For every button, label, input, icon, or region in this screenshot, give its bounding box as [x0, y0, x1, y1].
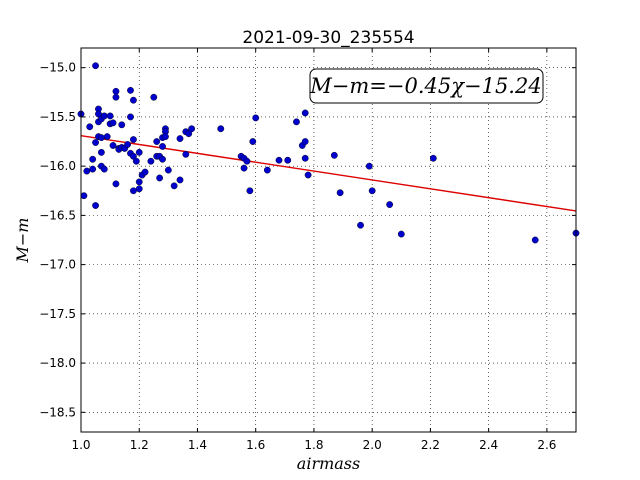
data-point — [429, 154, 437, 162]
data-point — [386, 201, 394, 208]
data-point — [263, 166, 271, 174]
data-point — [176, 176, 184, 184]
data-point — [252, 114, 260, 122]
data-point — [109, 142, 117, 149]
data-point — [240, 164, 248, 172]
data-point — [112, 180, 120, 188]
data-point — [162, 133, 169, 141]
data-point — [92, 139, 99, 146]
x-tick-label: 1.2 — [130, 438, 149, 452]
x-tick-label: 1.0 — [71, 438, 90, 452]
fit-equation-box: M−m=−0.45χ−15.24 — [309, 68, 544, 104]
data-point — [217, 125, 225, 133]
x-tick-label: 2.6 — [537, 438, 556, 452]
data-point — [97, 134, 105, 142]
data-point — [135, 148, 143, 156]
points-layer — [77, 62, 580, 244]
y-tick-label: −15.0 — [39, 61, 76, 75]
y-axis-label: M−m — [13, 218, 32, 264]
x-tick-label: 1.8 — [304, 438, 323, 452]
y-tick-label: −16.5 — [39, 208, 76, 222]
data-point — [86, 123, 94, 131]
y-tick-label: −18.5 — [39, 405, 76, 419]
data-point — [365, 162, 373, 170]
data-point — [170, 182, 178, 190]
fit-layer — [80, 134, 577, 212]
x-tick-label: 1.6 — [246, 438, 265, 452]
data-point — [357, 221, 364, 229]
y-tick-label: −15.5 — [39, 110, 76, 124]
data-point — [83, 167, 91, 175]
data-point — [132, 157, 140, 165]
data-point — [159, 155, 166, 163]
data-point — [301, 154, 309, 162]
data-point — [130, 96, 137, 104]
data-point — [243, 157, 251, 165]
plot-frame — [80, 47, 577, 433]
data-point — [92, 202, 99, 209]
data-point — [284, 156, 292, 164]
data-point — [336, 189, 344, 197]
data-point — [100, 112, 108, 120]
data-point — [164, 166, 172, 174]
data-point — [97, 148, 105, 156]
data-point — [135, 178, 143, 186]
data-point — [89, 155, 97, 163]
fit-line — [80, 134, 577, 212]
data-point — [118, 121, 126, 129]
data-point — [531, 236, 539, 244]
data-point — [156, 174, 164, 182]
data-point — [89, 165, 97, 173]
fit-equation-text: M−m=−0.45χ−15.24 — [309, 74, 541, 98]
y-tick-label: −17.5 — [39, 307, 76, 321]
data-point — [246, 187, 254, 195]
y-tick-label: −16.0 — [39, 159, 76, 173]
data-point — [109, 119, 117, 127]
data-point — [135, 185, 143, 193]
fit-equation-frame — [309, 68, 544, 104]
data-point — [112, 87, 120, 95]
y-tick-label: −17.0 — [39, 258, 76, 272]
data-point — [330, 151, 338, 159]
x-tick-label: 2.0 — [363, 438, 382, 452]
data-point — [293, 118, 300, 126]
data-point — [275, 156, 283, 164]
data-point — [100, 165, 108, 173]
x-tick-label: 2.2 — [421, 438, 440, 452]
chart-title: 2021-09-30_235554 — [242, 28, 414, 48]
data-point — [159, 143, 166, 150]
data-point — [188, 125, 196, 133]
x-tick-label: 1.4 — [188, 438, 207, 452]
data-point — [176, 135, 184, 142]
grid-layer — [80, 48, 576, 432]
data-point — [301, 109, 309, 117]
data-point — [304, 171, 312, 179]
data-point — [130, 187, 137, 195]
data-point — [150, 93, 158, 101]
data-point — [368, 187, 376, 195]
data-point — [147, 157, 155, 165]
data-point — [141, 168, 149, 176]
ticks-layer: 1.0 1.2 1.4 1.6 1.8 2.0 2.2 2.4 2.6 −15.0 −15.5 −16… — [39, 48, 576, 452]
data-point — [124, 141, 131, 148]
data-point — [130, 136, 137, 143]
y-tick-label: −18.0 — [39, 356, 76, 370]
data-point — [112, 93, 120, 101]
x-tick-label: 2.4 — [479, 438, 498, 452]
data-point — [127, 113, 134, 121]
data-point — [127, 86, 134, 94]
data-point — [182, 150, 190, 158]
data-point — [92, 62, 99, 70]
data-point — [301, 138, 309, 145]
data-point — [153, 138, 161, 145]
data-point — [80, 192, 88, 200]
data-point — [397, 230, 405, 238]
data-point — [106, 112, 114, 120]
data-point — [249, 138, 257, 145]
data-point — [103, 133, 111, 141]
x-axis-label: airmass — [297, 454, 360, 473]
